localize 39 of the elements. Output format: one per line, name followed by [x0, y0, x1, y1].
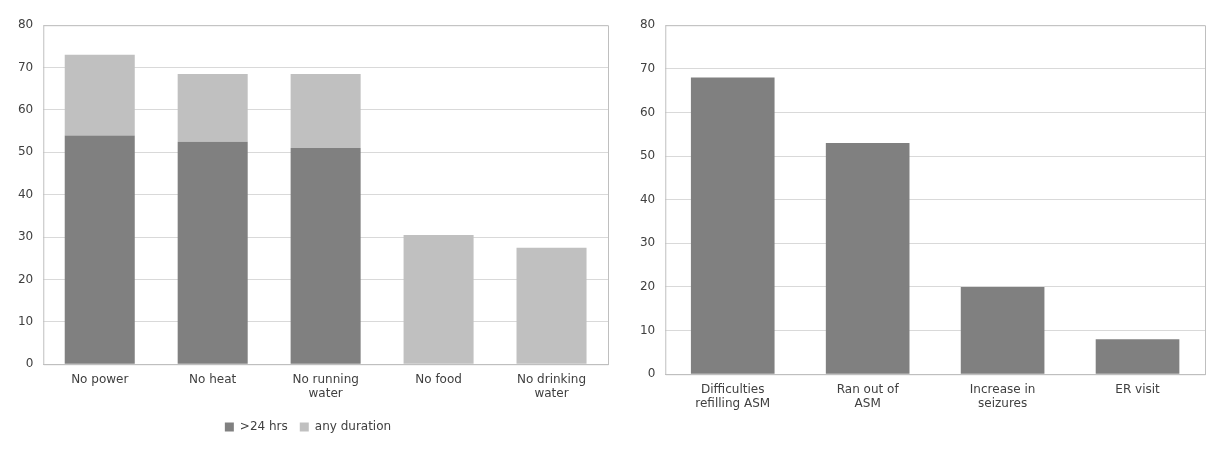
bar [64, 135, 135, 364]
y-tick-label: 20 [17, 271, 34, 286]
y-tick-label: 80 [639, 17, 656, 32]
legend-label: any duration [314, 419, 392, 434]
y-tick-label: 50 [639, 148, 656, 163]
y-tick-label: 30 [639, 235, 656, 250]
y-tick-label: 40 [17, 186, 34, 201]
bar [1095, 339, 1180, 374]
y-tick-label: 70 [639, 60, 656, 75]
y-tick-label: 0 [647, 366, 656, 381]
x-tick-label: No food [415, 371, 462, 386]
y-tick-label: 60 [639, 104, 656, 119]
bar [290, 73, 361, 149]
y-tick-label: 0 [25, 356, 34, 371]
x-tick-label: No drinking water [516, 371, 587, 400]
bar [960, 286, 1045, 374]
bar [690, 77, 775, 374]
x-tick-label: No power [71, 371, 129, 386]
y-tick-label: 70 [17, 59, 34, 74]
x-tick-label: Increase in seizures [969, 381, 1036, 410]
y-tick-label: 60 [17, 102, 34, 117]
bar [64, 54, 135, 136]
y-tick-label: 50 [17, 144, 34, 159]
y-tick-label: 10 [639, 322, 656, 337]
x-tick-label: ER visit [1115, 381, 1161, 396]
bar [177, 73, 248, 142]
x-tick-label: No running water [292, 371, 359, 400]
x-tick-label: Ran out of ASM [836, 381, 900, 410]
y-tick-label: 40 [639, 191, 656, 206]
y-tick-label: 30 [17, 229, 34, 244]
bar [290, 148, 361, 364]
y-tick-label: 80 [17, 17, 34, 32]
legend-label: >24 hrs [239, 419, 288, 434]
x-tick-label: No heat [189, 371, 237, 386]
y-tick-label: 20 [639, 279, 656, 294]
y-tick-label: 10 [17, 313, 34, 328]
bar [825, 142, 910, 374]
x-tick-label: Difficulties refilling ASM [695, 381, 771, 410]
bar [177, 141, 248, 364]
